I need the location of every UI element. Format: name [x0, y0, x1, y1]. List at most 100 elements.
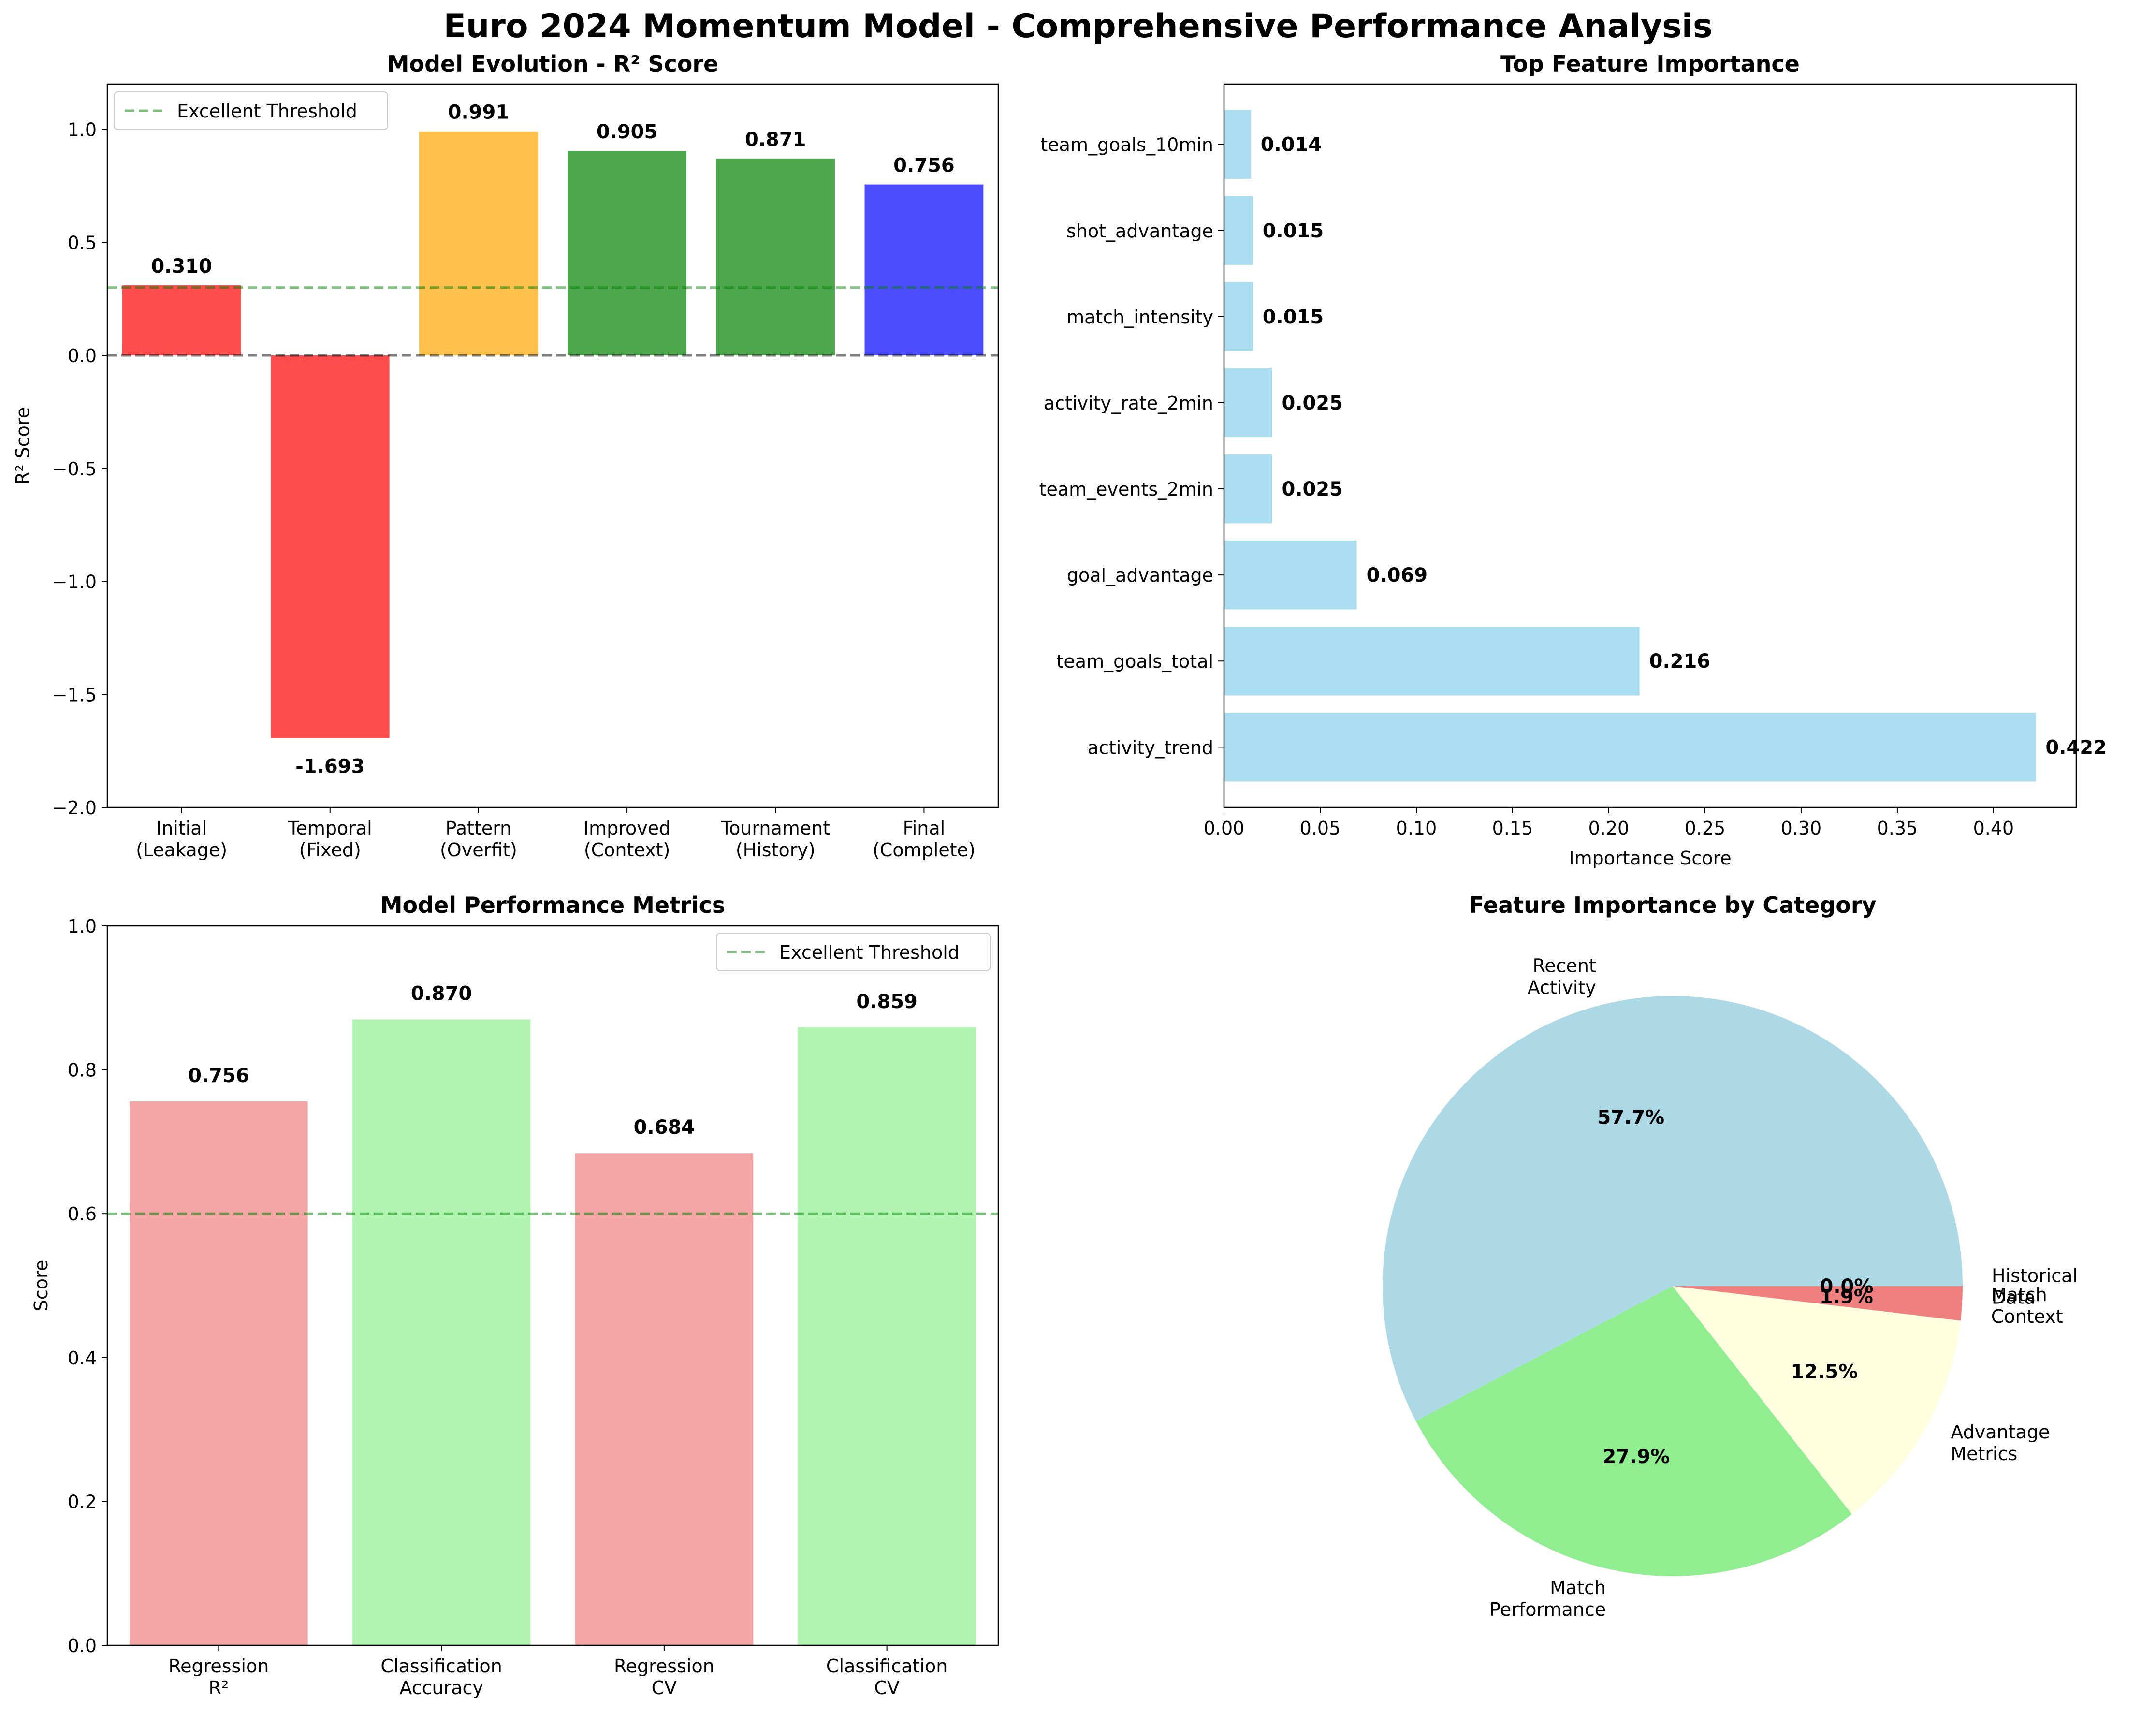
legend-box [114, 91, 388, 130]
pct-label: 57.7% [1597, 1106, 1664, 1128]
plot-frame [106, 925, 999, 1646]
bar [122, 285, 241, 355]
chart-title: Feature Importance by Category [1469, 892, 1876, 918]
legend: Excellent Threshold [716, 933, 991, 971]
x-tick-label: (Complete) [873, 839, 976, 861]
bar [1224, 368, 1272, 438]
x-tick-label: (History) [736, 839, 816, 861]
y-tick-label: activity_trend [1088, 737, 1213, 758]
y-tick-label: team_events_2min [1039, 479, 1213, 500]
y-tick-label: shot_advantage [1066, 220, 1213, 242]
y-tick-label: 1.0 [68, 916, 97, 937]
x-tick-label: Tournament [720, 818, 830, 839]
pie-label: Match [1991, 1284, 2047, 1305]
pie-label: Historical [1992, 1265, 2078, 1287]
data-label: 0.859 [856, 991, 918, 1013]
figure-title: Euro 2024 Momentum Model - Comprehensive… [443, 7, 1712, 45]
x-tick-label: Final [903, 818, 946, 839]
y-tick-label: 0.0 [68, 345, 97, 366]
chart-title: Model Evolution - R² Score [387, 51, 719, 77]
bar [1224, 110, 1251, 179]
bar [1224, 627, 1640, 696]
bar [1224, 454, 1272, 524]
pct-label: 12.5% [1791, 1361, 1858, 1383]
performance-metrics-chart: Model Performance Metrics 0.756 Regression… [30, 892, 999, 1698]
pie-slice [1673, 1286, 1961, 1514]
y-tick-label: 0.5 [68, 232, 97, 253]
x-tick-label: 0.10 [1396, 818, 1437, 839]
bar [352, 1019, 531, 1645]
category-pie-chart: Feature Importance by Category 57.7% Recen… [1382, 892, 2078, 1620]
data-label: 0.991 [448, 102, 510, 124]
x-tick-label: (Fixed) [299, 839, 361, 861]
x-tick-label: 0.25 [1685, 818, 1726, 839]
y-tick-label: −1.0 [52, 571, 97, 593]
data-label: -1.693 [295, 755, 364, 777]
bar [798, 1027, 976, 1645]
pie-label: Recent [1533, 955, 1596, 977]
y-tick-label: 0.6 [68, 1203, 97, 1225]
chart-title: Model Performance Metrics [380, 892, 725, 918]
legend-label: Excellent Threshold [779, 942, 960, 963]
pie-slice [1415, 1286, 1852, 1576]
y-tick-label: activity_rate_2min [1044, 393, 1213, 414]
chart-title: Top Feature Importance [1500, 51, 1800, 77]
plot-frame [1223, 83, 2077, 808]
pie-label: Advantage [1951, 1421, 2050, 1443]
pct-label: 27.9% [1602, 1446, 1670, 1468]
x-tick-label: (Overfit) [440, 839, 517, 861]
x-tick-label: R² [209, 1677, 229, 1698]
data-label: 0.014 [1261, 134, 1322, 156]
x-tick-label: Regression [168, 1655, 269, 1677]
pie-label: Match [1550, 1577, 1606, 1598]
data-label: 0.025 [1282, 392, 1343, 414]
bar [419, 131, 538, 355]
x-tick-label: Temporal [288, 818, 372, 839]
data-label: 0.871 [745, 129, 806, 151]
y-tick-label: team_goals_10min [1040, 134, 1213, 156]
plot-frame [106, 83, 999, 808]
pie-label: Metrics [1951, 1443, 2017, 1464]
x-tick-label: Improved [583, 818, 670, 839]
y-tick-label: 1.0 [68, 119, 97, 141]
y-tick-label: −0.5 [52, 458, 97, 480]
feature-importance-chart: Top Feature Importance0.422activity_tren… [1039, 51, 2107, 869]
data-label: 0.870 [411, 982, 472, 1005]
bar [575, 1153, 754, 1645]
evolution-chart: Model Evolution - R² Score 0.310 Initial(L… [12, 51, 999, 861]
y-tick-label: team_goals_total [1057, 651, 1213, 672]
x-tick-label: (Context) [584, 839, 670, 861]
y-axis-label: R² Score [12, 407, 33, 484]
pie-label: Context [1991, 1306, 2063, 1327]
pct-label: 0.0% [1820, 1275, 1874, 1298]
x-tick-label: 0.00 [1204, 818, 1245, 839]
data-label: 0.756 [188, 1065, 249, 1087]
bar [1224, 282, 1253, 351]
y-tick-label: goal_advantage [1067, 565, 1213, 586]
pie-slice [1382, 996, 1963, 1421]
x-tick-label: Classification [826, 1655, 947, 1677]
bar [1224, 196, 1253, 265]
x-tick-label: 0.05 [1300, 818, 1341, 839]
bar [270, 355, 390, 738]
data-label: 0.025 [1282, 478, 1343, 500]
pie-slice [1673, 1286, 1963, 1321]
bar [864, 184, 984, 355]
pie-label: Data [1992, 1287, 2036, 1308]
x-tick-label: Regression [614, 1655, 714, 1677]
data-label: 0.015 [1263, 306, 1324, 328]
y-tick-label: 0.2 [68, 1491, 97, 1512]
data-label: 0.216 [1649, 650, 1711, 673]
x-axis-label: Importance Score [1569, 848, 1731, 869]
bar [1224, 713, 2036, 782]
data-label: 0.684 [634, 1116, 695, 1139]
y-tick-label: 0.8 [68, 1060, 97, 1081]
pct-label: 1.9% [1820, 1286, 1873, 1308]
y-tick-label: 0.0 [68, 1635, 97, 1656]
data-label: 0.756 [893, 155, 955, 177]
y-tick-label: −2.0 [52, 797, 97, 819]
x-tick-label: 0.30 [1781, 818, 1822, 839]
y-axis-label: Score [30, 1260, 52, 1311]
y-tick-label: match_intensity [1066, 307, 1213, 328]
